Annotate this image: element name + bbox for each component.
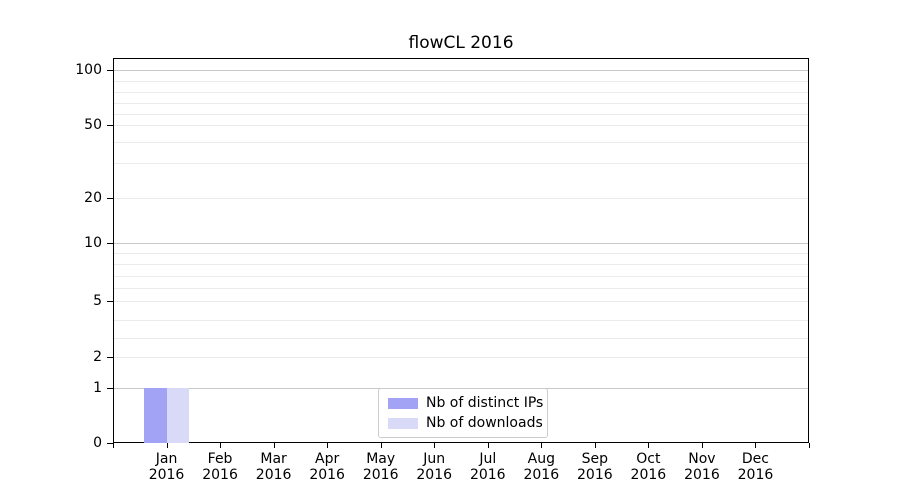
y-axis-tick <box>107 125 113 126</box>
y-gridline-minor <box>114 142 808 143</box>
y-axis-tick-label: 50 <box>84 117 102 133</box>
x-tick-month: Jul <box>479 451 497 467</box>
x-tick-month: Oct <box>636 451 661 467</box>
legend-row: Nb of distinct IPs <box>388 394 547 411</box>
y-axis-tick-label: 2 <box>93 349 102 365</box>
x-tick-year: 2016 <box>630 467 667 483</box>
x-tick-month: Jun <box>423 451 446 467</box>
y-axis-tick-label: 10 <box>84 234 102 251</box>
y-gridline-minor <box>114 163 808 164</box>
x-tick-year: 2016 <box>577 467 613 483</box>
x-axis-tick-label: Jan 2016 <box>135 451 199 483</box>
x-axis-tick-label: Oct 2016 <box>616 451 680 483</box>
x-axis-tick <box>166 443 168 448</box>
bar-nb-of-downloads-jan <box>166 388 189 443</box>
y-axis-tick <box>107 198 113 199</box>
x-tick-month: Apr <box>315 451 340 467</box>
x-tick-month: Aug <box>527 451 555 467</box>
legend-swatch-nb-of-downloads <box>388 417 418 429</box>
x-axis-tick-label: Nov 2016 <box>670 451 734 483</box>
y-gridline-minor <box>114 198 808 199</box>
y-gridline-minor <box>114 276 808 277</box>
x-tick-year: 2016 <box>362 467 399 483</box>
y-axis-tick-label: 20 <box>84 190 102 206</box>
x-axis-tick <box>701 443 703 448</box>
x-tick-year: 2016 <box>523 467 560 483</box>
x-axis-tick-label: Jun 2016 <box>402 451 466 483</box>
legend-label: Nb of distinct IPs <box>426 394 544 411</box>
x-axis-tick <box>113 443 114 448</box>
x-axis-tick <box>809 443 810 448</box>
x-axis-tick-label: May 2016 <box>349 451 413 483</box>
x-axis-tick-label: Dec 2016 <box>723 451 787 483</box>
x-tick-month: Dec <box>741 451 769 467</box>
legend-label: Nb of downloads <box>426 414 543 431</box>
y-axis-tick <box>107 388 113 389</box>
x-axis-tick <box>594 443 596 448</box>
y-axis-tick <box>107 242 113 244</box>
y-axis-tick <box>107 70 113 71</box>
x-tick-year: 2016 <box>255 467 292 483</box>
x-axis-tick-label: Aug 2016 <box>509 451 573 483</box>
x-axis-tick-label: Feb 2016 <box>188 451 252 483</box>
x-axis-tick <box>380 443 382 448</box>
x-tick-year: 2016 <box>684 467 720 483</box>
legend: Nb of distinct IPs Nb of downloads <box>378 388 548 438</box>
x-tick-year: 2016 <box>309 467 345 483</box>
plot-area <box>113 58 809 443</box>
x-tick-month: Nov <box>688 451 716 467</box>
y-gridline-minor <box>114 92 808 93</box>
y-gridline-minor <box>114 338 808 339</box>
x-tick-month: May <box>366 451 396 467</box>
x-axis-tick <box>220 443 222 448</box>
chart-title: flowCL 2016 <box>408 33 514 53</box>
legend-row: Nb of downloads <box>388 414 547 431</box>
x-axis-tick-label: Apr 2016 <box>295 451 359 483</box>
x-tick-year: 2016 <box>737 467 774 483</box>
y-axis-tick <box>107 443 113 444</box>
y-axis-tick <box>107 301 113 302</box>
y-gridline-minor <box>114 264 808 265</box>
x-axis-tick <box>541 443 543 448</box>
x-axis-tick <box>755 443 757 448</box>
x-tick-year: 2016 <box>202 467 238 483</box>
x-axis-tick-label: Sep 2016 <box>563 451 627 483</box>
y-gridline-minor <box>114 103 808 104</box>
x-axis-tick <box>434 443 436 448</box>
x-axis-tick <box>648 443 650 448</box>
x-axis-tick <box>273 443 275 448</box>
y-gridline-minor <box>114 114 808 115</box>
x-tick-year: 2016 <box>148 467 185 483</box>
x-tick-year: 2016 <box>416 467 453 483</box>
x-tick-month: Sep <box>581 451 609 467</box>
y-gridline-minor <box>114 357 808 358</box>
bar-nb-of-distinct-ips-jan <box>144 388 167 443</box>
x-tick-month: Mar <box>260 451 287 467</box>
y-gridline-major <box>114 242 808 244</box>
y-gridline-minor <box>114 301 808 302</box>
y-axis-tick-label: 0 <box>93 435 102 451</box>
x-tick-month: Jan <box>155 451 178 467</box>
y-gridline-minor <box>114 253 808 254</box>
y-gridline-major <box>114 70 808 71</box>
x-axis-tick-label: Jul 2016 <box>456 451 520 483</box>
y-gridline-minor <box>114 81 808 82</box>
y-gridline-minor <box>114 320 808 321</box>
x-tick-month: Feb <box>207 451 233 467</box>
y-axis-tick-label: 5 <box>93 293 102 309</box>
x-axis-tick-label: Mar 2016 <box>242 451 306 483</box>
x-tick-year: 2016 <box>469 467 506 483</box>
x-axis-tick <box>327 443 329 448</box>
x-axis-tick <box>487 443 489 448</box>
y-gridline-minor <box>114 288 808 289</box>
y-gridline-minor <box>114 125 808 126</box>
y-axis-tick <box>107 357 113 358</box>
y-axis-tick-label: 100 <box>75 62 102 78</box>
y-axis-tick-label: 1 <box>93 380 102 396</box>
legend-swatch-nb-of-distinct-ips <box>388 397 418 409</box>
